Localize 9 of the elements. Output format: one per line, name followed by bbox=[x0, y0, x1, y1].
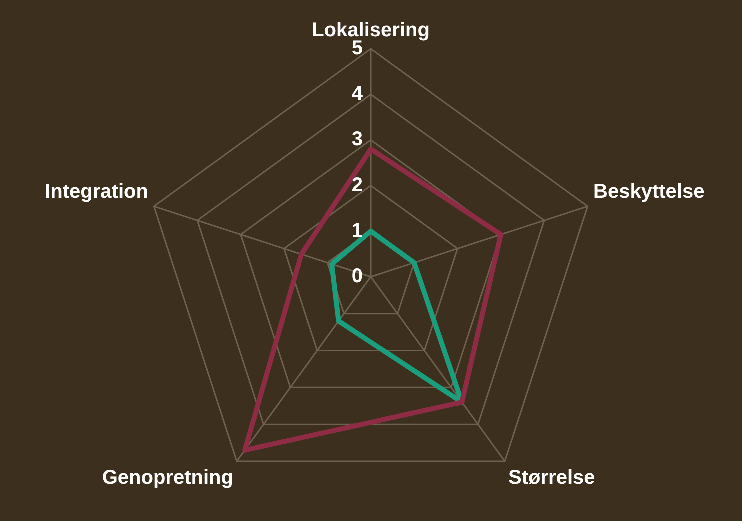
y-tick-label: 4 bbox=[352, 83, 364, 106]
spoke-label: Beskyttelse bbox=[594, 181, 705, 204]
y-tick-label: 3 bbox=[352, 128, 363, 151]
spoke-label: Integration bbox=[45, 181, 148, 204]
spoke-label: Størrelse bbox=[508, 466, 596, 489]
spoke-label: Genopretning bbox=[102, 466, 234, 489]
y-tick-label: 2 bbox=[352, 174, 363, 196]
y-tick-label: 1 bbox=[352, 220, 363, 242]
y-tick-label: 0 bbox=[352, 266, 363, 288]
